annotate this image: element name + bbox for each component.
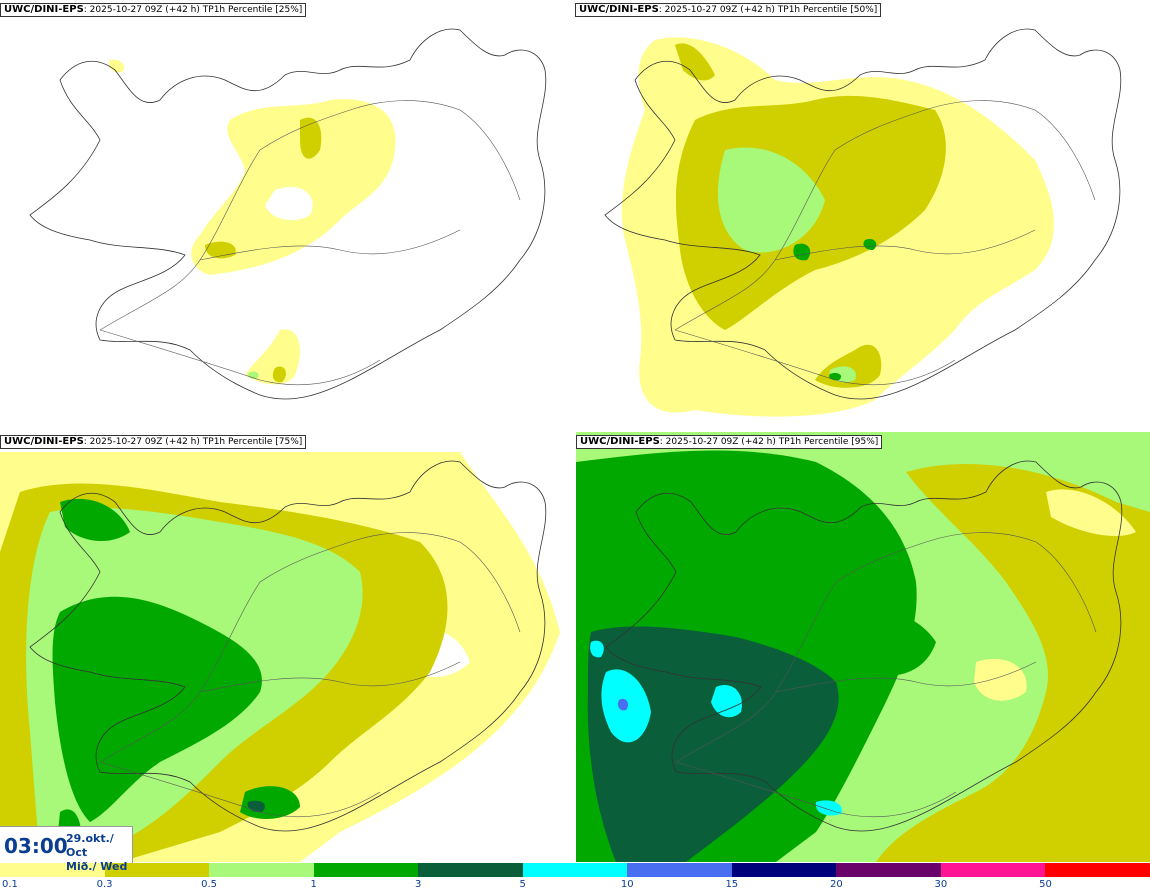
panel-title: UWC/DINI-EPS: 2025-10-27 09Z (+42 h) TP1… [576, 435, 883, 449]
legend-tick-label: 15 [725, 879, 739, 890]
precip-area [272, 366, 286, 383]
model-name: UWC/DINI-EPS [4, 436, 84, 447]
precip-area [108, 59, 125, 73]
precip-legend: 0.1 0.3 0.5 1 3 5 10 15 20 30 50 [0, 862, 1150, 891]
map-panel-p75: UWC/DINI-EPS: 2025-10-27 09Z (+42 h) TP1… [0, 432, 575, 862]
precip-fill [108, 59, 396, 385]
run-info: : 2025-10-27 09Z (+42 h) [658, 5, 775, 15]
legend-swatch [627, 863, 733, 877]
legend-swatch [836, 863, 942, 877]
legend-swatch [209, 863, 315, 877]
precip-area [835, 608, 936, 676]
precip-map [0, 452, 560, 862]
legend-swatch [104, 863, 210, 877]
valid-time-box: 03:00 29.okt./ Oct Mið./ Wed [0, 826, 133, 873]
run-info: : 2025-10-27 09Z (+42 h) [83, 5, 200, 15]
legend-swatch [1045, 863, 1150, 877]
legend-tick-label: 1 [310, 879, 317, 890]
precip-area [829, 372, 842, 381]
legend-tick-label: 3 [414, 879, 422, 890]
precip-area [587, 626, 839, 862]
valid-time: 03:00 [4, 834, 68, 858]
precip-fill [0, 452, 560, 862]
legend-swatch [313, 863, 419, 877]
legend-tick-label: 10 [620, 879, 634, 890]
road-network [675, 532, 1097, 818]
parameter-label: TP1h Percentile [75%] [202, 437, 303, 447]
precip-area [265, 186, 313, 221]
parameter-label: TP1h Percentile [50%] [777, 5, 878, 15]
iceland-outline [29, 28, 547, 400]
map-panel-p95: UWC/DINI-EPS: 2025-10-27 09Z (+42 h) TP1… [576, 432, 1150, 862]
legend-swatch [418, 863, 524, 877]
precip-area [717, 147, 825, 253]
valid-date-line2: Mið./ Wed [66, 860, 128, 873]
road-network [99, 532, 521, 818]
panel-title: UWC/DINI-EPS: 2025-10-27 09Z (+42 h) TP1… [0, 435, 307, 449]
legend-swatch [940, 863, 1046, 877]
model-name: UWC/DINI-EPS [580, 436, 660, 447]
precip-area [52, 596, 262, 822]
legend-tick-label: 0.5 [201, 879, 218, 890]
precip-area [793, 243, 811, 261]
panel-title: UWC/DINI-EPS: 2025-10-27 09Z (+42 h) TP1… [0, 3, 307, 17]
parameter-label: TP1h Percentile [25%] [202, 5, 303, 15]
precip-area [675, 43, 715, 81]
precip-area [617, 698, 629, 711]
iceland-outline [604, 28, 1122, 400]
legend-swatch [522, 863, 628, 877]
map-panel-p25: UWC/DINI-EPS: 2025-10-27 09Z (+42 h) TP1… [0, 0, 575, 431]
precip-fill [621, 37, 1054, 417]
precip-area [876, 463, 1150, 862]
valid-date-line1: 29.okt./ Oct [66, 832, 114, 859]
precip-map [29, 28, 547, 400]
valid-date: 29.okt./ Oct Mið./ Wed [66, 832, 132, 874]
road-network [99, 100, 521, 386]
panel-title: UWC/DINI-EPS: 2025-10-27 09Z (+42 h) TP1… [575, 3, 882, 17]
legend-swatch [731, 863, 837, 877]
run-info: : 2025-10-27 09Z (+42 h) [83, 437, 200, 447]
precip-map [576, 432, 1150, 862]
legend-tick-label: 30 [934, 879, 948, 890]
precip-map [604, 28, 1122, 417]
legend-tick-label: 0.1 [2, 879, 18, 890]
precip-area [1046, 489, 1136, 537]
parameter-label: TP1h Percentile [95%] [778, 437, 879, 447]
iceland-outline [605, 460, 1123, 832]
run-info: : 2025-10-27 09Z (+42 h) [659, 437, 776, 447]
precip-area [711, 684, 742, 718]
precip-fill [576, 432, 1150, 862]
precip-area [245, 329, 300, 385]
precip-area [300, 117, 322, 159]
iceland-outline [29, 460, 547, 832]
legend-tick-label: 50 [1039, 879, 1052, 890]
legend-tick-label: 20 [829, 879, 843, 890]
model-name: UWC/DINI-EPS [4, 4, 84, 15]
legend-swatch [0, 863, 106, 877]
road-network [674, 100, 1096, 386]
precip-area [590, 640, 604, 658]
legend-tick-label: 0.3 [96, 879, 113, 890]
legend-tick-label: 5 [519, 879, 526, 890]
precip-area [60, 498, 130, 542]
map-panel-p50: UWC/DINI-EPS: 2025-10-27 09Z (+42 h) TP1… [575, 0, 1150, 431]
precip-area [205, 241, 236, 259]
model-name: UWC/DINI-EPS [579, 4, 659, 15]
precip-area [863, 239, 877, 250]
precip-area [974, 658, 1027, 701]
